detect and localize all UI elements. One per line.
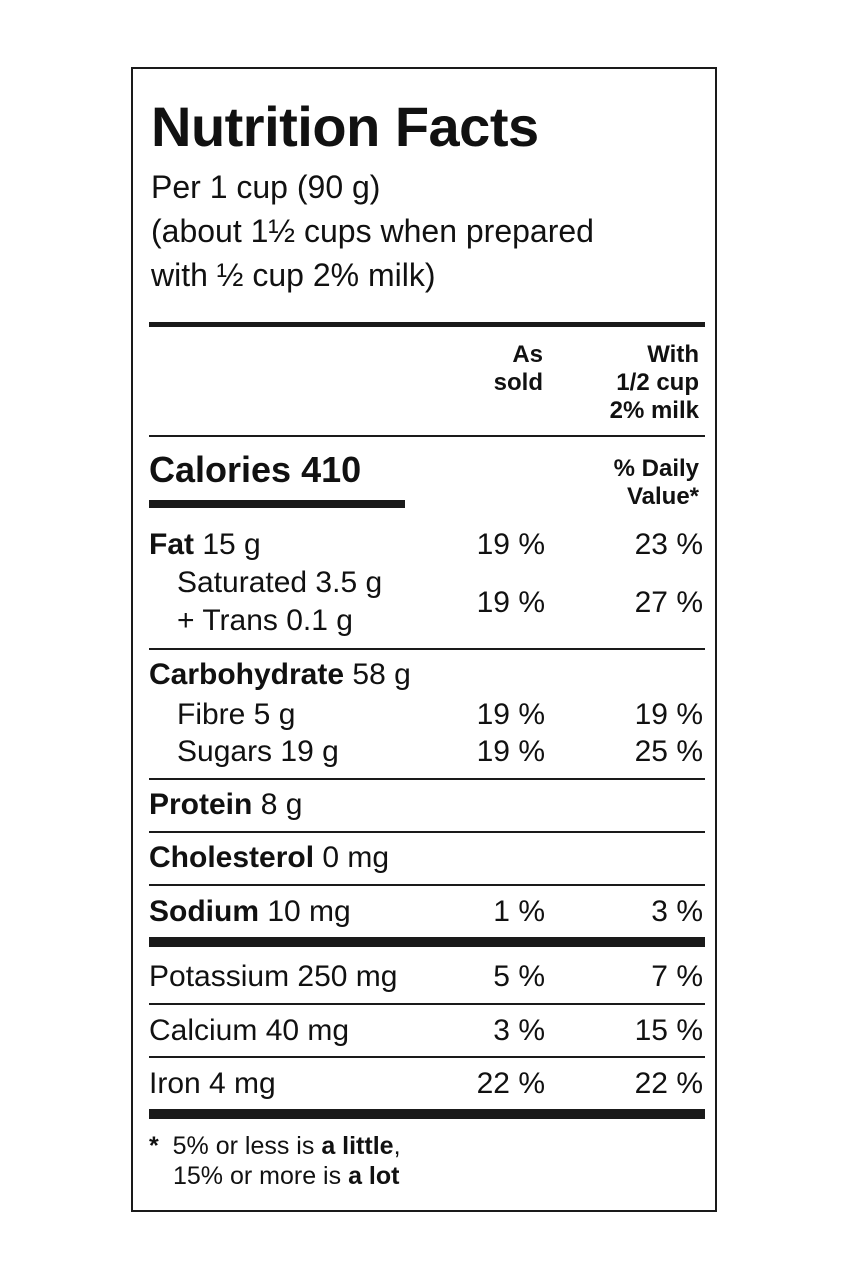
nutrient-trans: + Trans 0.1 g xyxy=(177,604,353,637)
sodium-with-milk-dv: 3 % xyxy=(651,895,703,928)
nutrient-calcium: Calcium 40 mg xyxy=(149,1014,350,1047)
potassium-with-milk-dv: 7 % xyxy=(651,960,703,993)
divider xyxy=(149,778,705,780)
column-header-as-sold: As sold xyxy=(493,341,543,396)
nutrient-cholesterol: Cholesterol 0 mg xyxy=(149,841,390,874)
nutrient-fat: Fat 15 g xyxy=(149,528,261,561)
divider xyxy=(149,435,705,437)
divider xyxy=(149,1056,705,1058)
nutrition-facts-label: Nutrition Facts Per 1 cup (90 g) (about … xyxy=(131,67,717,1212)
calcium-with-milk-dv: 15 % xyxy=(634,1014,703,1047)
divider-thick xyxy=(149,937,705,947)
divider-thick xyxy=(149,1109,705,1119)
nutrient-fibre: Fibre 5 g xyxy=(177,698,296,731)
nutrient-protein: Protein 8 g xyxy=(149,788,303,821)
divider xyxy=(149,648,705,650)
nutrient-sodium: Sodium 10 mg xyxy=(149,895,351,928)
serving-size-line-3: with ½ cup 2% milk) xyxy=(151,257,436,293)
nutrient-potassium: Potassium 250 mg xyxy=(149,960,398,993)
daily-value-header: % Daily Value* xyxy=(613,455,699,510)
nutrient-carbohydrate: Carbohydrate 58 g xyxy=(149,658,411,691)
calories-underline xyxy=(149,500,405,508)
nutrient-iron: Iron 4 mg xyxy=(149,1067,276,1100)
iron-as-sold-dv: 22 % xyxy=(476,1067,545,1100)
serving-size-line-1: Per 1 cup (90 g) xyxy=(151,169,381,205)
column-header-with-milk: With 1/2 cup 2% milk xyxy=(609,341,699,424)
divider xyxy=(149,884,705,886)
sodium-as-sold-dv: 1 % xyxy=(493,895,545,928)
saturated-as-sold-dv: 19 % xyxy=(476,586,545,619)
divider xyxy=(149,1003,705,1005)
label-title: Nutrition Facts xyxy=(151,95,539,158)
fat-as-sold-dv: 19 % xyxy=(476,528,545,561)
divider xyxy=(149,831,705,833)
potassium-as-sold-dv: 5 % xyxy=(493,960,545,993)
nutrient-sugars: Sugars 19 g xyxy=(177,735,339,768)
fat-with-milk-dv: 23 % xyxy=(634,528,703,561)
iron-with-milk-dv: 22 % xyxy=(634,1067,703,1100)
divider-thick xyxy=(149,322,705,327)
serving-size-line-2: (about 1½ cups when prepared xyxy=(151,213,594,249)
footnote: * 5% or less is a little, 15% or more is… xyxy=(149,1132,401,1190)
saturated-with-milk-dv: 27 % xyxy=(634,586,703,619)
fibre-as-sold-dv: 19 % xyxy=(476,698,545,731)
calories: Calories 410 xyxy=(149,449,362,490)
calcium-as-sold-dv: 3 % xyxy=(493,1014,545,1047)
fibre-with-milk-dv: 19 % xyxy=(634,698,703,731)
nutrient-saturated: Saturated 3.5 g xyxy=(177,566,383,599)
sugars-with-milk-dv: 25 % xyxy=(634,735,703,768)
sugars-as-sold-dv: 19 % xyxy=(476,735,545,768)
